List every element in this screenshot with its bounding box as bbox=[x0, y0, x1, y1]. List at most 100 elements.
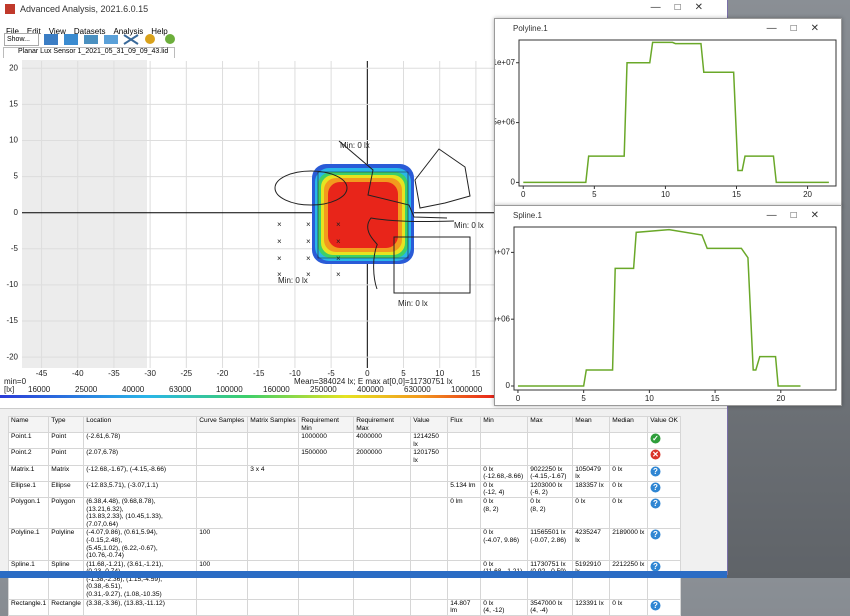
x-tick-label: -40 bbox=[72, 369, 84, 378]
table-cell bbox=[480, 432, 529, 450]
status-icon: ? bbox=[650, 600, 661, 611]
table-row[interactable]: Point.1 Point (-2.61,6.78) 1000000 4000000 12… bbox=[7, 432, 681, 450]
y-tick-label: -10 bbox=[6, 280, 18, 289]
menu-item[interactable]: Edit bbox=[26, 27, 41, 36]
table-cell bbox=[247, 528, 300, 561]
table-cell: (11.68,-1.21), (3.61,-1.21), (0.23,-0.74… bbox=[83, 559, 198, 600]
window-buttons[interactable]: —□✕ bbox=[650, 2, 717, 13]
table-cell: 9022250 lx (-4.15,-1.67) bbox=[527, 464, 574, 482]
table-cell bbox=[609, 448, 649, 466]
y-tick-label: 5 bbox=[14, 172, 19, 181]
table-cell: 0 lx bbox=[609, 464, 649, 482]
table-cell: 0 lx bbox=[572, 496, 611, 530]
table-cell: 2189000 lx bbox=[609, 528, 649, 561]
table-cell: 11565501 lx (-0.07, 2.86) bbox=[527, 528, 574, 561]
svg-text:×: × bbox=[306, 254, 311, 263]
status-cell: ? bbox=[647, 528, 681, 561]
show-button[interactable]: Show... bbox=[4, 33, 39, 46]
column-header: Value OK bbox=[647, 415, 681, 434]
table-cell: Polyline.1 bbox=[7, 528, 50, 561]
y-tick-label: 10 bbox=[9, 136, 18, 145]
status-mean: Mean=384024 lx; E max at[0,0]=11730751 l… bbox=[294, 377, 453, 386]
status-icon: ? bbox=[650, 561, 661, 572]
window-buttons[interactable]: —□✕ bbox=[766, 23, 833, 34]
y-tick-label: 0 bbox=[506, 381, 511, 390]
table-cell: 0 lx (11.68, -1.21) bbox=[480, 559, 529, 600]
plot-frame bbox=[518, 39, 837, 187]
table-row[interactable]: Polyline.1 Polyline (-4.07,9.86), (0.61,5.… bbox=[7, 528, 681, 561]
table-cell: (6.38,4.48), (9.68,8.78), (13.21,6.32), … bbox=[83, 496, 198, 530]
table-cell: 0 lx (4, -12) bbox=[480, 598, 529, 616]
svg-text:?: ? bbox=[653, 562, 658, 571]
menu-item[interactable]: Analysis bbox=[113, 27, 144, 36]
column-header: Value bbox=[410, 415, 449, 434]
column-header: Flux bbox=[447, 415, 482, 434]
table-row[interactable]: Ellipse.1 Ellipse (-12.83,5.71), (-3.07,1.… bbox=[7, 480, 681, 498]
window-title-bar: Polyline.1 —□✕ bbox=[495, 19, 841, 38]
table-cell bbox=[353, 559, 412, 600]
annotation: Min: 0 lx bbox=[278, 276, 308, 285]
y-tick-label: 5e+06 bbox=[495, 314, 511, 323]
table-cell bbox=[298, 496, 355, 530]
svg-text:?: ? bbox=[653, 483, 658, 492]
x-tick-label: -35 bbox=[108, 369, 120, 378]
data-line bbox=[517, 228, 801, 387]
table-cell bbox=[196, 464, 249, 482]
status-cell: ? bbox=[647, 496, 681, 530]
matrix-points: × × × × × × × × × × × × bbox=[277, 220, 341, 279]
table-cell bbox=[298, 464, 355, 482]
table-cell: 0 lx (-12, 4) bbox=[480, 480, 529, 498]
svg-text:×: × bbox=[336, 254, 341, 263]
column-header: Name bbox=[7, 415, 50, 434]
table-cell: 0 lx (8, 2) bbox=[480, 496, 529, 530]
file-tab[interactable]: Planar Lux Sensor 1_2021_05_31_09_09_43.… bbox=[3, 47, 176, 58]
toolbar-icons[interactable] bbox=[42, 33, 182, 46]
colorbar-label: 160000 bbox=[263, 385, 290, 394]
window-buttons[interactable]: —□✕ bbox=[766, 210, 833, 221]
table-cell: (-12.68,-1.67), (-4.15,-8.66) bbox=[83, 464, 198, 482]
x-tick-label: 5 bbox=[401, 369, 406, 378]
table-row[interactable]: Point.2 Point (2.07,6.78) 1500000 2000000 120… bbox=[7, 448, 681, 466]
colorbar-label: 100000 bbox=[216, 385, 243, 394]
x-tick-label: -45 bbox=[36, 369, 48, 378]
column-header: Min bbox=[480, 415, 529, 434]
table-row[interactable]: Matrix.1 Matrix (-12.68,-1.67), (-4.15,-8.… bbox=[7, 464, 681, 482]
column-header: Median bbox=[609, 415, 649, 434]
menu-item[interactable]: View bbox=[48, 27, 66, 36]
table-cell bbox=[247, 448, 300, 466]
table-cell: 14.807 lm bbox=[447, 598, 482, 616]
menu-item[interactable]: Help bbox=[151, 27, 168, 36]
rectangle-shape bbox=[393, 236, 471, 294]
menu-item[interactable]: File bbox=[6, 27, 19, 36]
table-cell bbox=[247, 432, 300, 450]
status-cell: ? bbox=[647, 464, 681, 482]
x-tick-label: -10 bbox=[289, 369, 301, 378]
status-icon: ✕ bbox=[650, 449, 661, 460]
line-chart: 0 5 10 15 20 0 5e+06 1e+07 bbox=[493, 39, 837, 199]
table-row[interactable]: Rectangle.1 Rectangle (3.38,-3.36), (13.83… bbox=[7, 598, 681, 616]
status-cell: ? bbox=[647, 559, 681, 600]
table-cell: 1050479 lx bbox=[572, 464, 611, 482]
annotation: Min: 0 lx bbox=[454, 221, 484, 230]
table-cell bbox=[298, 598, 355, 616]
polygon-shape bbox=[414, 148, 471, 209]
colorbar-label: 16000 bbox=[28, 385, 51, 394]
app-icon bbox=[5, 4, 15, 14]
x-tick-label: 15 bbox=[732, 190, 741, 199]
table-cell: 123391 lx bbox=[572, 598, 611, 616]
data-line bbox=[523, 41, 829, 184]
status-min: min=0 bbox=[4, 377, 27, 386]
window-title: Polyline.1 bbox=[513, 24, 548, 33]
table-row[interactable]: Spline.1 Spline (11.68,-1.21), (3.61,-1.21… bbox=[7, 559, 681, 600]
table-cell bbox=[247, 480, 300, 498]
colorbar bbox=[0, 395, 494, 398]
colorbar-label: 40000 bbox=[122, 385, 145, 394]
table-cell: 1500000 bbox=[298, 448, 355, 466]
menu-item[interactable]: Datasets bbox=[73, 27, 106, 36]
colorbar-label: 400000 bbox=[357, 385, 384, 394]
window-title-bar: Spline.1 —□✕ bbox=[495, 206, 841, 225]
table-row[interactable]: Polygon.1 Polygon (6.38,4.48), (9.68,8.78)… bbox=[7, 496, 681, 530]
header-row: Name Type Location Curve Samples Matrix Samp… bbox=[7, 415, 681, 434]
svg-text:×: × bbox=[306, 270, 311, 279]
